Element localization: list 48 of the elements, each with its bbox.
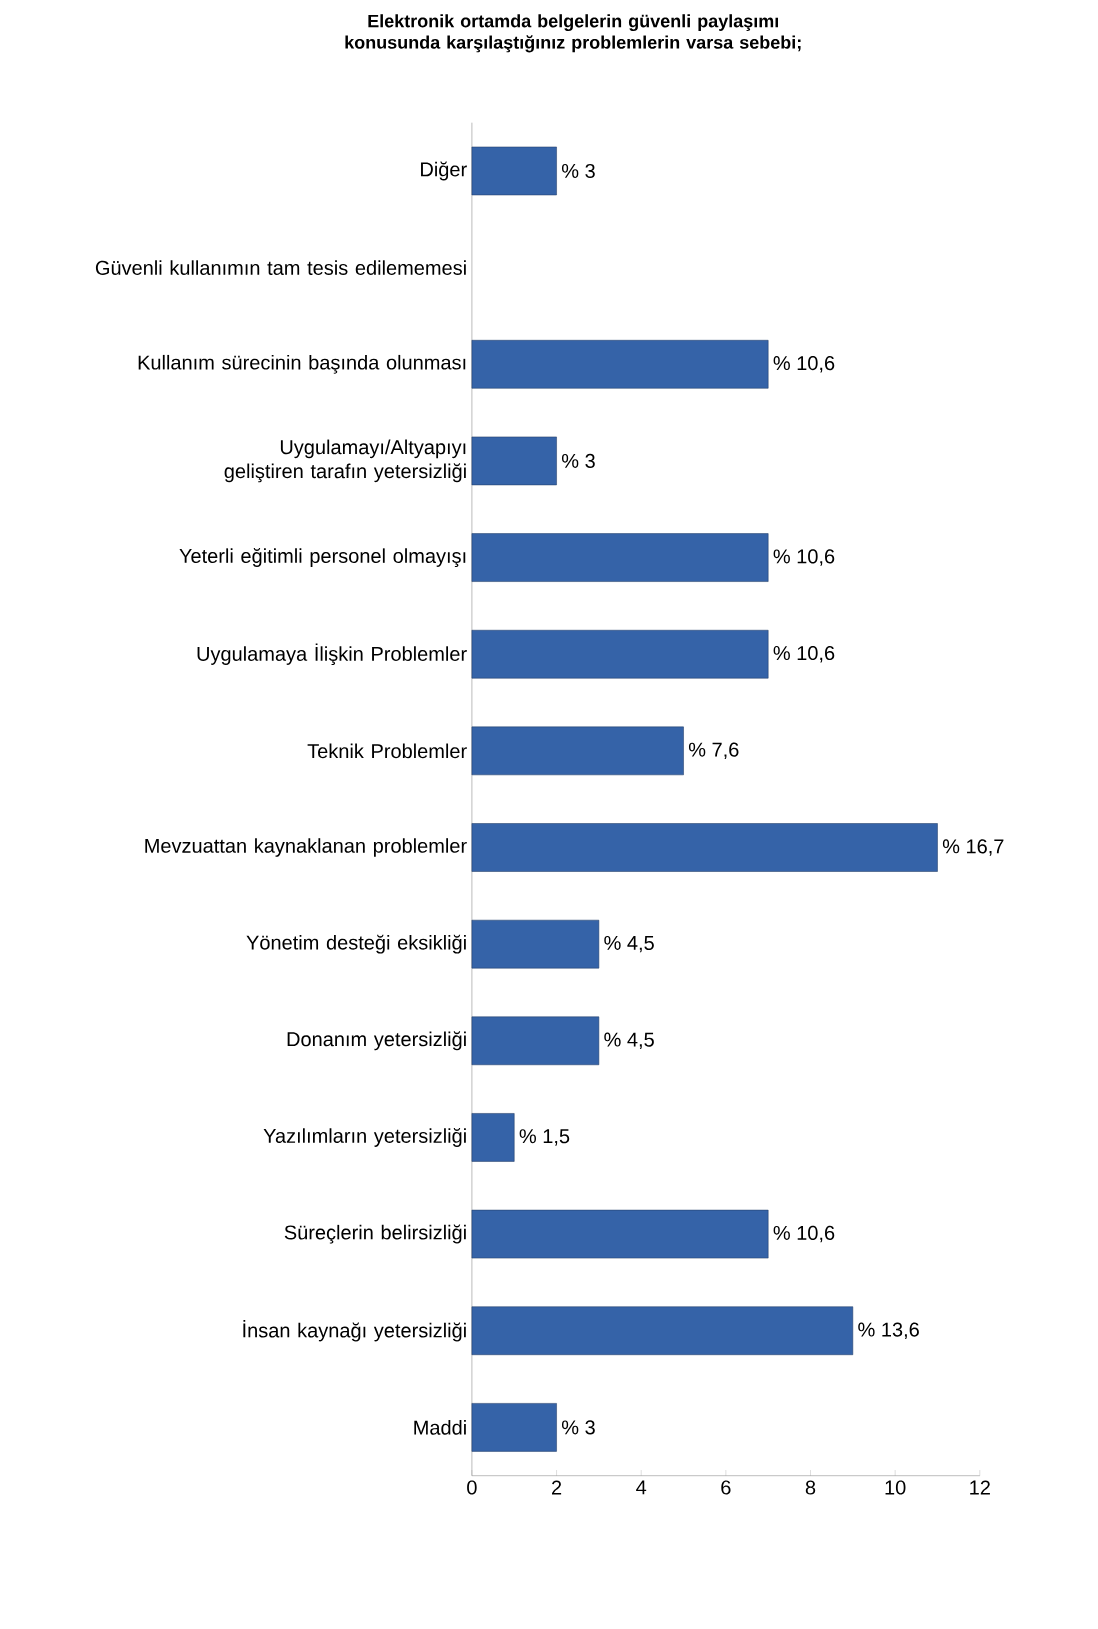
y-tick-label: Yeterli eğitimli personel olmayışı bbox=[179, 548, 466, 568]
x-tick-label: 12 bbox=[969, 1480, 990, 1495]
y-tick-label: Kullanım sürecinin başında olunması bbox=[138, 354, 465, 374]
x-tick-label: 2 bbox=[551, 1480, 561, 1495]
bar bbox=[471, 1016, 599, 1066]
bar bbox=[471, 340, 769, 389]
annotation: % 7,6 bbox=[688, 742, 739, 760]
y-tick-label: Mevzuattan kaynaklanan problemler bbox=[145, 838, 467, 857]
annotation: % 4,5 bbox=[604, 1032, 654, 1050]
bar bbox=[471, 726, 684, 776]
annotation: % 1,5 bbox=[519, 1129, 569, 1146]
bar bbox=[471, 1403, 557, 1452]
y-tick-label: Süreçlerin belirsizliği bbox=[284, 1224, 466, 1244]
annotation: % 16,7 bbox=[942, 839, 1004, 856]
bar bbox=[471, 1209, 769, 1259]
y-tick-label: Diğer bbox=[420, 161, 467, 181]
annotation: % 4,5 bbox=[604, 935, 654, 953]
bar bbox=[471, 533, 769, 582]
bar bbox=[471, 629, 769, 679]
y-tick-label: İnsan kaynağı yetersizliği bbox=[243, 1319, 466, 1342]
annotation: % 3 bbox=[561, 163, 595, 179]
annotation: % 3 bbox=[561, 453, 595, 468]
annotation: % 10,6 bbox=[773, 549, 835, 566]
x-tick-label: 8 bbox=[805, 1480, 815, 1495]
annotation: % 13,6 bbox=[858, 1322, 919, 1339]
annotation: % 10,6 bbox=[773, 1225, 835, 1243]
y-tick-label: Uygulamayı/Altyapıyı geliştiren tarafın yetersizliği bbox=[224, 439, 466, 483]
x-tick-label: 0 bbox=[466, 1480, 477, 1495]
annotation: % 3 bbox=[561, 1420, 595, 1435]
bar bbox=[471, 436, 557, 486]
x-tick-label: 4 bbox=[635, 1480, 646, 1495]
y-tick-label: Yazılımların yetersizliği bbox=[263, 1128, 466, 1147]
bar bbox=[471, 919, 599, 969]
y-tick-label: Güvenli kullanımın tam tesis edilememesi bbox=[95, 260, 466, 275]
y-tick-label: Uygulamaya İlişkin Problemler bbox=[197, 643, 467, 666]
x-tick-label: 6 bbox=[721, 1480, 731, 1495]
x-tick-label: 10 bbox=[885, 1480, 906, 1495]
chart-title: Elektronik ortamda belgelerin güvenli paylaşımı konusunda karşılaştığınız problemlerin varsa sebebi; bbox=[345, 14, 801, 53]
bar bbox=[471, 1306, 853, 1355]
y-tick-label: Maddi bbox=[414, 1420, 466, 1435]
y-tick-label: Teknik Problemler bbox=[307, 743, 467, 759]
y-tick-label: Yönetim desteği eksikliği bbox=[246, 934, 466, 954]
bar bbox=[471, 823, 938, 872]
bar bbox=[471, 146, 557, 196]
bar bbox=[471, 1113, 515, 1162]
annotation: % 10,6 bbox=[773, 645, 835, 663]
annotation: % 10,6 bbox=[773, 356, 835, 373]
y-tick-label: Donanım yetersizliği bbox=[287, 1031, 466, 1051]
